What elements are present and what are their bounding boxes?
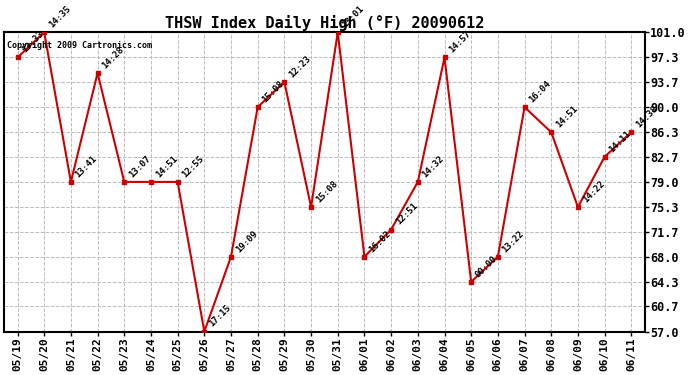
Text: 14:28: 14:28 (100, 45, 126, 70)
Text: 14:51: 14:51 (154, 154, 179, 179)
Text: 16:02: 16:02 (367, 229, 393, 254)
Text: 15:08: 15:08 (260, 79, 286, 104)
Text: 17:15: 17:15 (207, 303, 233, 329)
Text: 13:22: 13:22 (501, 229, 526, 254)
Text: 13:41: 13:41 (74, 154, 99, 179)
Text: 16:04: 16:04 (527, 79, 553, 104)
Text: Copyright 2009 Cartronics.com: Copyright 2009 Cartronics.com (8, 41, 152, 50)
Text: 00:00: 00:00 (474, 254, 500, 279)
Text: 13:01: 13:01 (341, 4, 366, 30)
Text: 13:07: 13:07 (127, 154, 152, 179)
Text: 12:23: 12:23 (287, 54, 313, 79)
Text: 12:55: 12:55 (180, 154, 206, 179)
Text: 14:38: 14:38 (634, 104, 660, 129)
Text: 14:35: 14:35 (47, 4, 72, 30)
Text: 19:09: 19:09 (234, 229, 259, 254)
Title: THSW Index Daily High (°F) 20090612: THSW Index Daily High (°F) 20090612 (165, 15, 484, 31)
Text: 14:32: 14:32 (421, 154, 446, 179)
Text: 14:51: 14:51 (554, 104, 580, 129)
Text: 14:22: 14:22 (581, 179, 606, 204)
Text: 14:11: 14:11 (607, 129, 633, 154)
Text: 14:57: 14:57 (447, 29, 473, 55)
Text: 13:33: 13:33 (20, 29, 46, 55)
Text: 12:51: 12:51 (394, 201, 420, 227)
Text: 15:08: 15:08 (314, 179, 339, 204)
